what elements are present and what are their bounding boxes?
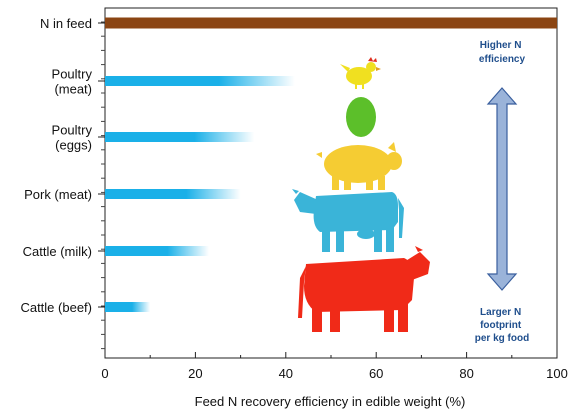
annotation-bottom-line-3: per kg food xyxy=(475,333,529,344)
bar-cattle-beef xyxy=(105,302,151,312)
x-tick-label: 80 xyxy=(459,366,473,381)
category-label: Cattle (beef) xyxy=(20,300,92,315)
category-label-line: (eggs) xyxy=(55,138,92,153)
annotation-top-line-1: Higher N xyxy=(480,40,522,51)
x-axis-label: Feed N recovery efficiency in edible wei… xyxy=(195,394,466,409)
egg-icon xyxy=(346,97,376,137)
x-tick-label: 60 xyxy=(369,366,383,381)
bar-n-in-feed xyxy=(105,17,557,29)
category-label: Poultry (meat) xyxy=(52,67,93,97)
pig-icon xyxy=(316,142,402,190)
y-axis-minor-ticks xyxy=(101,21,105,350)
animal-stack xyxy=(292,57,430,332)
bar-cattle-milk xyxy=(105,246,209,256)
beef-cow-icon xyxy=(298,246,430,332)
annotation-top-line-2: efficiency xyxy=(479,54,526,65)
category-label: Cattle (milk) xyxy=(23,244,92,259)
efficiency-double-arrow xyxy=(486,87,518,291)
x-tick-label: 100 xyxy=(546,366,568,381)
annotation-bottom-line-1: Larger N xyxy=(480,307,521,318)
annotation-bottom: Larger N footprint per kg food xyxy=(475,307,529,344)
annotation-bottom-line-2: footprint xyxy=(480,320,522,331)
category-label: N in feed xyxy=(40,16,92,31)
x-tick-label: 0 xyxy=(101,366,108,381)
x-ticks: 0 20 40 60 80 100 xyxy=(101,352,568,381)
category-label-line: Poultry xyxy=(52,123,93,138)
bars xyxy=(98,17,557,312)
category-label-line: (meat) xyxy=(54,82,92,97)
dairy-cow-icon xyxy=(292,189,404,252)
category-label-line: N in feed xyxy=(40,16,92,31)
bar-poultry-eggs xyxy=(105,132,255,142)
x-tick-label: 40 xyxy=(279,366,293,381)
category-label-line: Cattle (beef) xyxy=(20,300,92,315)
category-label: Poultry (eggs) xyxy=(52,123,93,153)
bar-poultry-meat xyxy=(105,76,295,86)
chicken-icon xyxy=(340,57,381,89)
category-label-line: Poultry xyxy=(52,67,93,82)
x-tick-label: 20 xyxy=(188,366,202,381)
annotation-top: Higher N efficiency xyxy=(479,40,526,65)
bar-pork-meat xyxy=(105,189,241,199)
category-label-line: Cattle (milk) xyxy=(23,244,92,259)
category-label: Pork (meat) xyxy=(24,187,92,202)
category-label-line: Pork (meat) xyxy=(24,187,92,202)
